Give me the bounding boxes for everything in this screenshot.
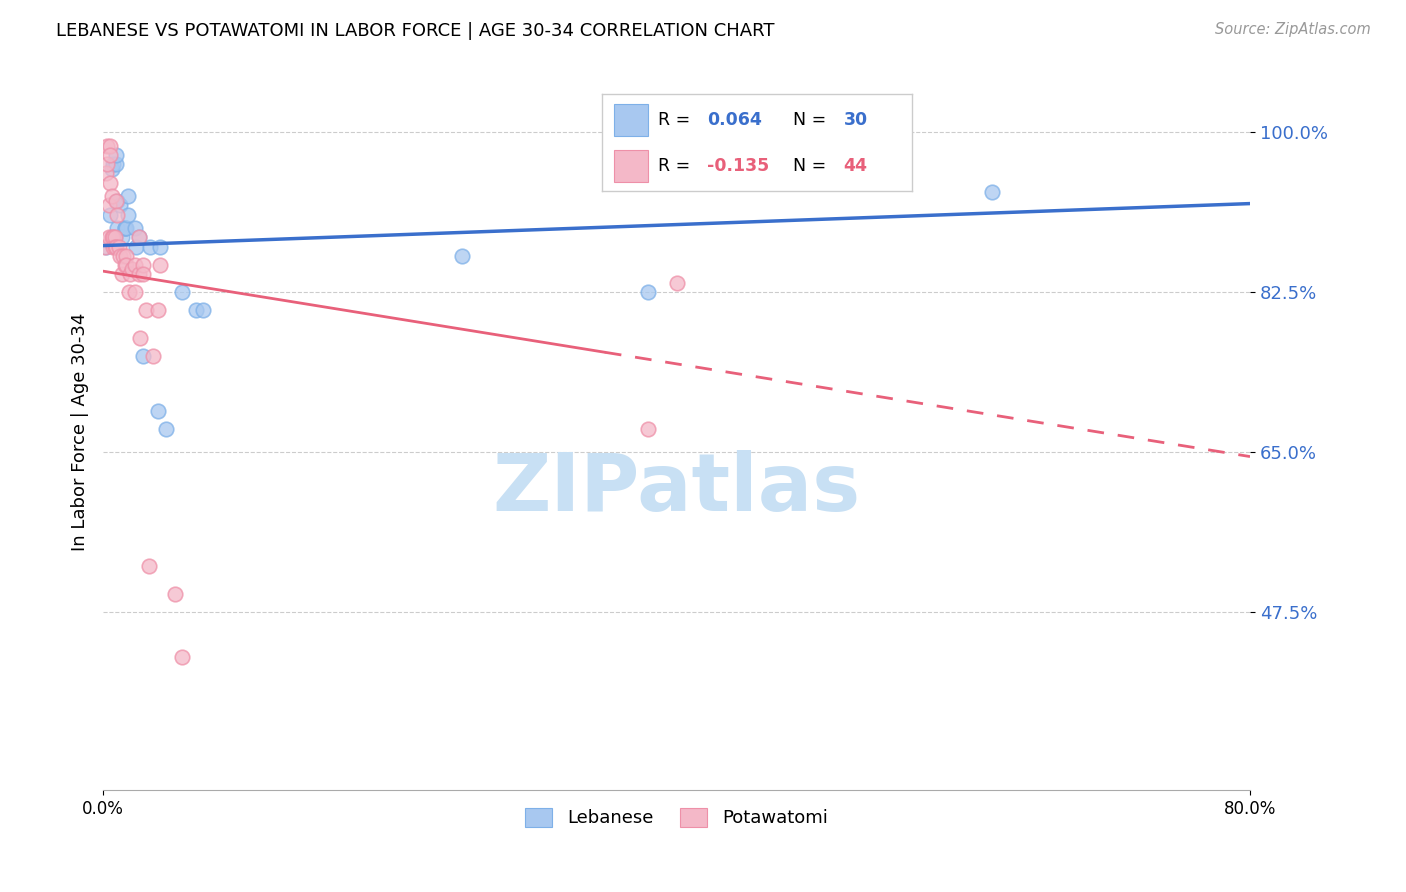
Point [128, 267, 150, 281]
Point [105, 194, 128, 208]
Point [124, 285, 146, 300]
Point [105, 148, 128, 162]
Point [981, 185, 1004, 199]
Point [107, 221, 129, 235]
Point [115, 221, 138, 235]
Point [170, 285, 193, 300]
Legend: Lebanese, Potawatomi: Lebanese, Potawatomi [519, 801, 835, 835]
Point [132, 258, 155, 272]
Point [637, 285, 659, 300]
Point [101, 230, 124, 244]
Point [107, 194, 129, 208]
Point [101, 239, 124, 253]
Point [128, 230, 150, 244]
Point [101, 157, 124, 171]
Point [149, 258, 172, 272]
Point [108, 239, 131, 253]
Point [138, 559, 160, 574]
Y-axis label: In Labor Force | Age 30-34: In Labor Force | Age 30-34 [72, 312, 89, 550]
Point [115, 249, 138, 263]
Point [105, 239, 128, 253]
Point [98, 208, 121, 222]
Point [132, 267, 155, 281]
Point [104, 230, 127, 244]
Point [110, 198, 132, 212]
Point [124, 221, 146, 235]
Point [118, 285, 141, 300]
Point [121, 262, 143, 277]
Point [146, 303, 169, 318]
Point [114, 221, 136, 235]
Point [94, 239, 117, 253]
Point [149, 239, 172, 253]
Point [111, 230, 134, 244]
Point [112, 249, 135, 263]
Point [98, 148, 121, 162]
Point [100, 230, 122, 244]
Point [135, 303, 157, 318]
Point [96, 157, 118, 171]
Point [170, 650, 193, 665]
Point [117, 189, 139, 203]
Point [97, 230, 120, 244]
Point [186, 303, 208, 318]
Point [110, 249, 132, 263]
Text: ZIPatlas: ZIPatlas [492, 450, 860, 528]
Point [97, 198, 120, 212]
Point [98, 139, 121, 153]
Point [98, 176, 121, 190]
Point [107, 208, 129, 222]
Point [117, 208, 139, 222]
Point [104, 239, 127, 253]
Point [163, 586, 186, 600]
Point [146, 404, 169, 418]
Point [114, 258, 136, 272]
Point [142, 349, 165, 363]
Point [129, 331, 152, 345]
Point [193, 303, 215, 318]
Point [93, 239, 115, 253]
Point [105, 157, 128, 171]
Point [637, 422, 659, 436]
Point [94, 166, 117, 180]
Point [132, 349, 155, 363]
Point [111, 267, 134, 281]
Point [139, 239, 162, 253]
Point [124, 258, 146, 272]
Point [120, 267, 142, 281]
Point [100, 161, 122, 176]
Point [450, 249, 472, 263]
Point [115, 258, 138, 272]
Point [100, 189, 122, 203]
Point [665, 276, 688, 290]
Point [155, 422, 177, 436]
Point [104, 230, 127, 244]
Point [96, 139, 118, 153]
Text: Source: ZipAtlas.com: Source: ZipAtlas.com [1215, 22, 1371, 37]
Point [125, 239, 148, 253]
Point [128, 230, 150, 244]
Text: LEBANESE VS POTAWATOMI IN LABOR FORCE | AGE 30-34 CORRELATION CHART: LEBANESE VS POTAWATOMI IN LABOR FORCE | … [56, 22, 775, 40]
Point [114, 221, 136, 235]
